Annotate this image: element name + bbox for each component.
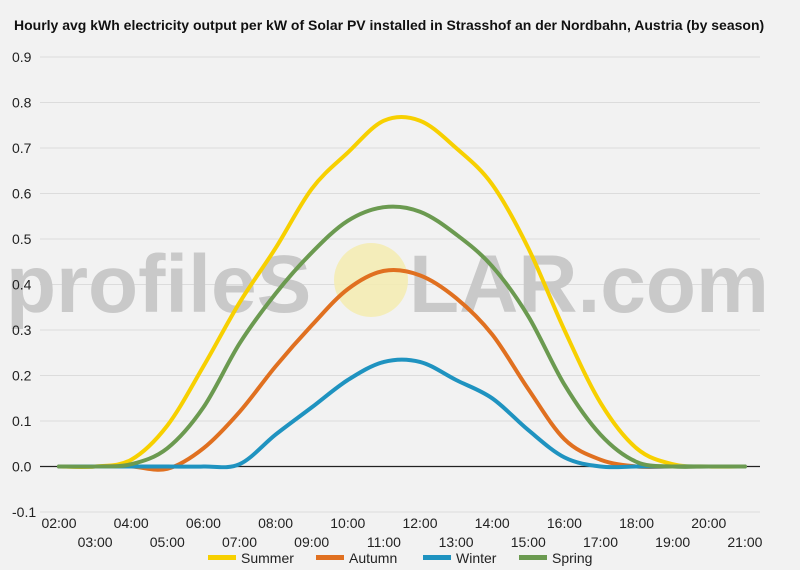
watermark-text: LAR.com: [409, 239, 769, 330]
chart-title: Hourly avg kWh electricity output per kW…: [14, 17, 765, 33]
x-tick-label: 06:00: [186, 515, 221, 531]
series-line-summer: [57, 114, 747, 469]
y-tick-label: 0.7: [12, 140, 32, 156]
legend-swatch: [519, 555, 547, 560]
legend-item-label: Spring: [552, 550, 592, 566]
x-tick-label: 11:00: [367, 534, 401, 550]
x-tick-label: 05:00: [150, 534, 185, 550]
y-tick-label: 0.1: [12, 413, 32, 429]
legend-item-label: Winter: [456, 550, 497, 566]
x-tick-label: 13:00: [439, 534, 474, 550]
y-tick-label: 0.6: [12, 186, 32, 202]
x-tick-label: 17:00: [583, 534, 618, 550]
legend: Summer Autumn Winter Spring: [208, 550, 592, 566]
y-tick-label: -0.1: [12, 504, 36, 520]
x-tick-label: 08:00: [258, 515, 293, 531]
x-tick-label: 07:00: [222, 534, 257, 550]
x-tick-label: 21:00: [727, 534, 762, 550]
x-tick-label: 16:00: [547, 515, 582, 531]
y-tick-label: 0.9: [12, 49, 32, 65]
x-tick-label: 20:00: [691, 515, 726, 531]
legend-item-label: Autumn: [349, 550, 397, 566]
series-line-winter: [57, 357, 747, 470]
watermark: profileS LAR.com: [6, 239, 769, 330]
y-tick-label: 0.3: [12, 322, 32, 338]
watermark-text: profileS: [6, 239, 311, 330]
legend-swatch: [423, 555, 451, 560]
x-tick-label: 04:00: [114, 515, 149, 531]
y-tick-label: 0.2: [12, 368, 32, 384]
x-tick-label: 12:00: [402, 515, 437, 531]
x-tick-label: 10:00: [330, 515, 365, 531]
x-tick-label: 19:00: [655, 534, 690, 550]
x-tick-label: 14:00: [475, 515, 510, 531]
series-line-spring: [57, 204, 747, 469]
y-tick-label: 0.8: [12, 95, 32, 111]
y-tick-label: 0.0: [12, 459, 32, 475]
y-tick-label: 0.5: [12, 231, 32, 247]
legend-swatch: [208, 555, 236, 560]
sun-logo-icon: [334, 243, 408, 317]
legend-item-label: Summer: [241, 550, 294, 566]
x-tick-label: 15:00: [511, 534, 546, 550]
x-tick-label: 09:00: [294, 534, 329, 550]
y-tick-label: 0.4: [12, 277, 32, 293]
series-lines: [57, 114, 747, 472]
x-tick-label: 03:00: [78, 534, 113, 550]
x-tick-label: 02:00: [41, 515, 76, 531]
legend-swatch: [316, 555, 344, 560]
x-tick-label: 18:00: [619, 515, 654, 531]
